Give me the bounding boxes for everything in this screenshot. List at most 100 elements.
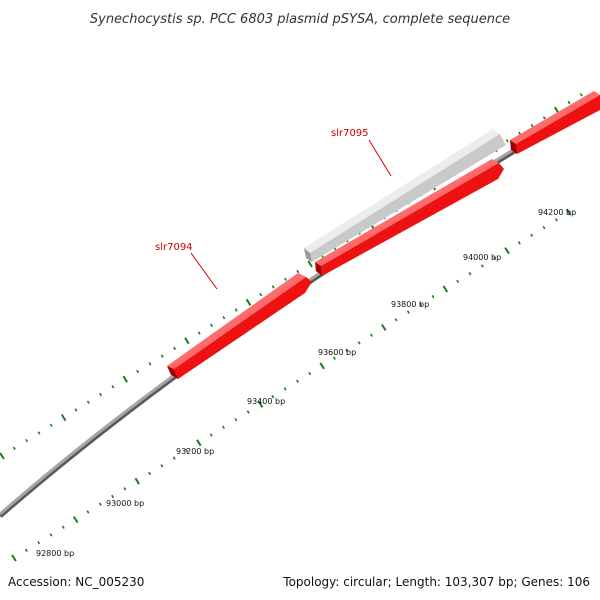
inner-tick <box>565 208 572 216</box>
inner-tick <box>49 533 53 537</box>
inner-tick <box>530 233 534 237</box>
genome-summary-text: Topology: circular; Length: 103,307 bp; … <box>282 575 590 589</box>
inner-tick <box>493 256 497 261</box>
gene-grey-top <box>304 129 500 253</box>
outer-tick <box>210 323 213 328</box>
outer-tick <box>160 354 164 358</box>
slr7094-label-line <box>190 252 218 290</box>
inner-tick <box>185 448 188 453</box>
inner-tick <box>381 323 387 331</box>
outer-tick <box>271 285 275 289</box>
outer-tick <box>222 315 226 320</box>
inner-tick <box>296 379 299 383</box>
outer-tick <box>12 446 16 451</box>
inner-tick <box>542 225 546 230</box>
outer-tick <box>60 414 67 422</box>
outer-tick <box>49 423 53 427</box>
outer-tick <box>296 269 300 274</box>
inner-tick <box>98 502 102 506</box>
outer-tick <box>259 292 263 297</box>
inner-tick <box>333 356 336 360</box>
outer-tick <box>136 369 140 374</box>
outer-tick <box>245 298 252 306</box>
inner-tick <box>431 295 435 299</box>
outer-tick <box>86 400 90 404</box>
inner-tick <box>11 554 17 562</box>
outer-tick <box>74 408 78 412</box>
inner-tick <box>172 456 176 460</box>
gene-forward-unlabeled-side <box>510 140 517 154</box>
backbone-shadow <box>0 97 600 518</box>
inner-tick <box>554 218 558 222</box>
inner-tick <box>134 477 140 485</box>
outer-tick <box>542 116 546 120</box>
gene-slr7095-top <box>315 159 499 266</box>
inner-tick <box>222 425 225 430</box>
inner-tick <box>257 400 264 408</box>
scale-label: 93800 bp <box>391 300 429 309</box>
slr7095-label: slr7095 <box>331 128 369 139</box>
inner-tick <box>37 540 41 545</box>
inner-tick <box>86 510 90 514</box>
gene-slr7094-top <box>167 273 306 369</box>
map-title: Synechocystis sp. PCC 6803 plasmid pSYSA… <box>90 12 510 27</box>
inner-tick <box>234 417 238 422</box>
scale-label: 93600 bp <box>318 348 356 357</box>
gene-forward-unlabeled-body <box>516 95 600 154</box>
scale-labels: 92800 bp 93000 bp 93200 bp 93400 bp 93600 bp… <box>36 208 576 558</box>
gene-slr7094-side <box>167 366 178 379</box>
inner-tick <box>394 318 398 322</box>
slr7095-label-line <box>368 139 392 177</box>
outer-tick <box>505 139 509 143</box>
gene-slr7095[interactable] <box>315 159 504 276</box>
inner-tick <box>123 487 127 491</box>
outer-tick <box>234 308 238 312</box>
inner-tick <box>308 371 312 376</box>
backbone <box>0 96 600 516</box>
outer-tick <box>173 346 176 351</box>
inner-tick <box>456 279 460 284</box>
slr7094-label: slr7094 <box>155 242 193 253</box>
gene-slr7094[interactable] <box>167 273 312 379</box>
gene-slr7095-body <box>321 163 504 276</box>
gene-forward-unlabeled-top <box>510 91 600 144</box>
gene-forward-unlabeled[interactable] <box>510 91 600 154</box>
outer-tick <box>567 100 571 105</box>
inner-tick <box>246 410 250 414</box>
inner-tick <box>111 494 115 499</box>
inner-tick <box>72 516 79 524</box>
inner-tick <box>442 285 449 293</box>
outer-tick <box>284 277 287 281</box>
inner-tick <box>24 548 28 553</box>
gene-slr7095-side <box>315 262 322 276</box>
scale-label: 93400 bp <box>247 397 285 406</box>
inner-tick <box>196 439 202 447</box>
inner-tick-marks <box>11 208 572 562</box>
outer-tick <box>184 337 190 345</box>
inner-tick <box>160 464 164 468</box>
scale-label: 94000 bp <box>463 253 501 262</box>
accession-text: Accession: NC_005230 <box>8 575 144 589</box>
gene-features <box>167 91 600 379</box>
outer-tick <box>197 331 201 335</box>
gene-slr7094-body <box>174 277 312 379</box>
inner-tick <box>319 362 325 370</box>
inner-tick <box>369 333 373 337</box>
inner-tick <box>468 271 472 276</box>
inner-tick <box>283 387 287 391</box>
gene-grey-unlabeled[interactable] <box>304 129 506 262</box>
outer-tick <box>122 375 128 383</box>
inner-tick <box>419 302 423 307</box>
outer-tick <box>99 392 103 397</box>
outer-tick <box>111 385 115 389</box>
outer-tick <box>37 431 41 435</box>
inner-tick <box>209 433 213 437</box>
inner-tick <box>61 525 65 529</box>
outer-tick <box>25 438 29 443</box>
gene-grey-side <box>304 248 312 262</box>
inner-tick <box>480 264 484 268</box>
inner-tick <box>504 247 510 255</box>
gene-grey-body <box>310 134 506 262</box>
outer-tick <box>148 362 152 366</box>
